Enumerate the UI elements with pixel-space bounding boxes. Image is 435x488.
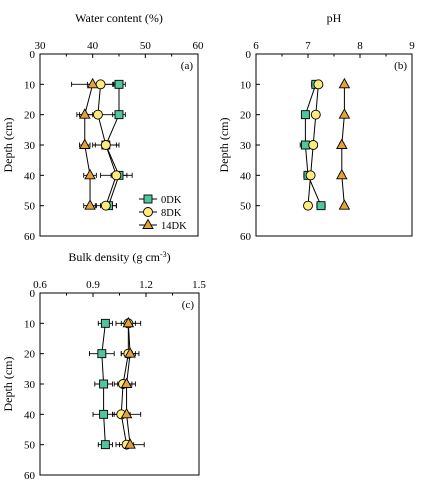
panel-c-xtick-label: 0.9 [86, 279, 100, 291]
panel-a-point-14dk [84, 168, 96, 180]
panel-b: 6 7 8 9 0 10 20 30 40 50 60 pH Depth (cm) (b) [217, 11, 415, 243]
panel-a-ytick-label: 60 [24, 231, 36, 243]
panel-c-ytick-label: 20 [24, 349, 36, 361]
panel-c-point-0dk [100, 318, 110, 328]
panel-c-y-axis-title: Depth (cm) [1, 357, 15, 412]
panel-a-y-axis-title: Depth (cm) [1, 118, 15, 173]
panel-b-xtick-label: 9 [409, 40, 415, 52]
panel-a-ytick-label: 40 [24, 170, 36, 182]
panel-b-point-14dk [336, 138, 348, 149]
panel-c-point-0dk [99, 409, 109, 419]
panel-a-point-0dk [114, 110, 124, 120]
panel-b-point-8dk [303, 200, 313, 211]
panel-c-point-14dk [120, 377, 133, 388]
panel-a-point-8dk [100, 140, 111, 150]
panel-b-ytick-label: 60 [240, 231, 252, 243]
legend-marker-8dk [143, 207, 153, 217]
panel-b-point-8dk [305, 170, 316, 181]
panel-b-point-14dk [338, 108, 351, 119]
panel-a-point-14dk [84, 199, 96, 210]
panel-a-point-8dk [111, 170, 122, 181]
legend-label-14dk: 14DK [161, 221, 187, 232]
panel-c-point-14dk [124, 347, 136, 358]
panel-b-point-8dk [310, 109, 321, 120]
panel-a-xtick-label: 30 [35, 40, 47, 52]
panel-b-ytick-label: 0 [246, 49, 252, 61]
panel-c-ytick-label: 10 [24, 318, 36, 330]
panel-b-plot-frame [255, 53, 413, 237]
panel-c-point-0dk [97, 349, 107, 359]
legend-label-8dk: 8DK [161, 208, 182, 219]
panel-c-xtick-label: 0.6 [33, 279, 47, 291]
panel-c-ytick-label: 30 [24, 379, 36, 391]
panel-a-xtick-label: 40 [87, 40, 99, 52]
legend-label-0dk: 0DK [161, 195, 182, 206]
panel-a-point-0dk [114, 79, 124, 89]
panel-a-xtick-label: 60 [193, 40, 205, 52]
panel-b-ytick-label: 10 [240, 79, 252, 91]
panel-c-xtick-label: 1.5 [192, 279, 206, 291]
panel-a-point-14dk [79, 138, 91, 149]
panel-b-x-axis-title: pH [327, 11, 342, 25]
panel-a-ytick-label: 50 [24, 201, 36, 213]
panel-c-tag: (c) [182, 299, 195, 311]
panel-b-tag: (b) [394, 60, 407, 72]
panel-b-ytick-label: 20 [240, 110, 252, 122]
panel-a-tag: (a) [181, 60, 194, 72]
panel-c-point-0dk [99, 379, 109, 389]
panel-a-point-14dk [86, 77, 99, 89]
panel-b-y-axis-title: Depth (cm) [217, 118, 231, 173]
panel-b-point-14dk [336, 168, 348, 180]
panel-a-ytick-label: 20 [24, 110, 36, 122]
panel-a-ytick-label: 30 [24, 140, 36, 152]
panel-c-point-14dk [120, 407, 133, 419]
panel-c-ytick-label: 60 [24, 470, 36, 482]
panel-c: 0.6 0.9 1.2 1.5 0 10 20 30 40 50 60 Bulk density (g… [1, 250, 206, 483]
panel-a-x-axis-title: Water content (%) [75, 11, 163, 25]
panel-a-ytick-label: 0 [30, 49, 36, 61]
panel-a-xtick-label: 50 [140, 40, 152, 52]
panel-b-point-14dk [338, 77, 351, 89]
panel-c-point-0dk [100, 440, 110, 450]
panel-b-xtick-label: 7 [305, 40, 311, 52]
panel-b-xtick-label: 6 [253, 40, 259, 52]
panel-c-ytick-label: 0 [30, 288, 36, 300]
panel-c-point-14dk [122, 316, 135, 328]
panel-c-point-14dk [124, 438, 136, 449]
panel-b-point-14dk [338, 199, 351, 210]
panel-a-point-8dk [100, 200, 111, 211]
panel-c-x-axis-title: Bulk density (g cm-3) [68, 250, 170, 265]
panel-a-legend: 0DK 8DK 14DK [139, 194, 187, 232]
panel-b-point-0dk [316, 201, 326, 211]
panel-c-ytick-label: 40 [24, 409, 36, 421]
panel-b-ytick-label: 50 [240, 201, 252, 213]
panel-a-point-14dk [79, 108, 91, 119]
panel-a: 30 40 50 60 0 10 20 30 40 50 60 Water content (%) De… [1, 11, 204, 243]
panel-b-point-0dk [300, 110, 310, 120]
panel-b-ytick-label: 30 [240, 140, 252, 152]
legend-marker-0dk [143, 194, 153, 204]
panel-b-point-8dk [313, 79, 324, 90]
panel-c-ytick-label: 50 [24, 440, 36, 452]
panel-a-ytick-label: 10 [24, 79, 36, 91]
panel-b-point-0dk [300, 140, 310, 150]
panel-b-ytick-label: 40 [240, 170, 252, 182]
panel-a-point-8dk [92, 109, 103, 120]
panel-b-point-8dk [308, 140, 319, 150]
legend-marker-14dk [142, 218, 154, 229]
panel-b-xtick-label: 8 [357, 40, 363, 52]
panel-c-xtick-label: 1.2 [139, 279, 153, 291]
